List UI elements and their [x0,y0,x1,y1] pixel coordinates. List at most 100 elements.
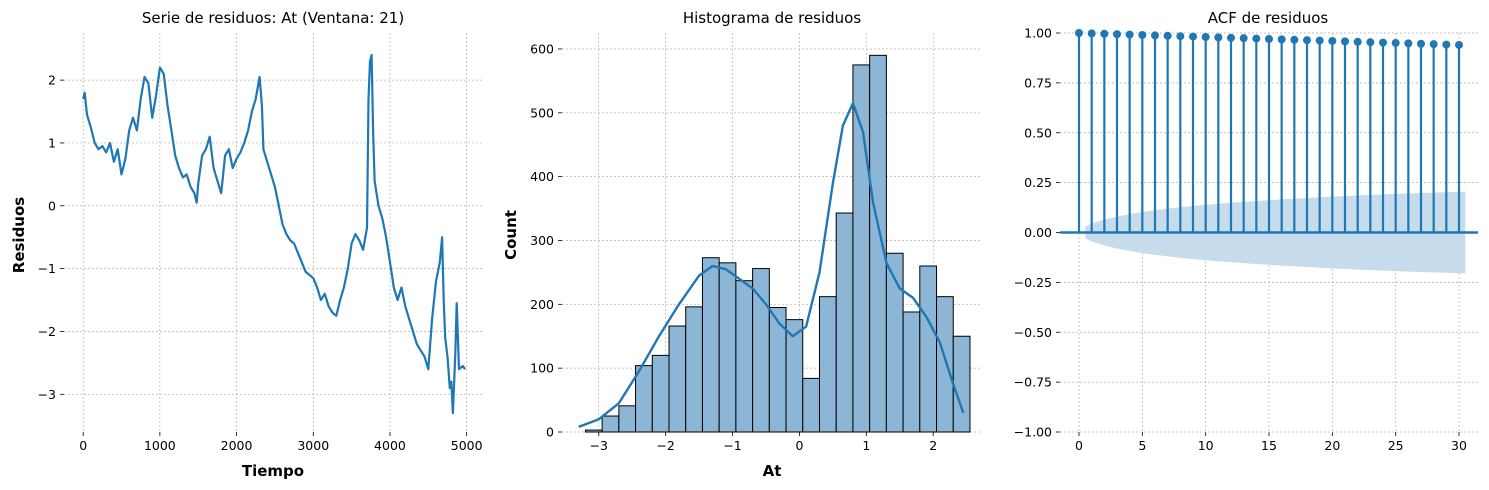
histogram-ytick-label: 200 [530,297,554,312]
histogram-bar [584,429,603,433]
histogram-bar [818,296,837,433]
histogram-xtick-label: −1 [723,438,741,453]
acf-marker [1151,31,1159,40]
residual-series-panel: Serie de residuos: At (Ventana: 21) Tiem… [10,9,483,480]
acf-ytick-label: −0.25 [1014,275,1052,290]
histogram-xlabel: At [763,462,782,480]
acf-marker [1087,29,1096,38]
acf-marker [1239,34,1248,43]
residual-series-xtick-label: 3000 [297,438,329,453]
acf-marker [1163,31,1172,40]
acf-marker [1341,37,1349,46]
histogram-bar [601,415,620,433]
histogram-bar [701,257,720,433]
acf-marker [1189,32,1197,41]
acf-marker [1277,35,1286,44]
histogram-xtick-label: 0 [795,438,803,453]
acf-marker [1366,38,1375,47]
acf-xtick-label: 30 [1451,438,1467,453]
acf-marker [1417,39,1425,48]
residual-series-xlabel: Tiempo [242,462,304,480]
residual-series-xtick-label: 4000 [374,438,406,453]
residual-series-xtick-label: 1000 [144,438,176,453]
acf-ytick-label: 0.25 [1024,175,1052,190]
histogram-bar [802,377,820,433]
histogram-title: Histograma de residuos [683,9,862,27]
residual-series-ytick-label: −3 [38,387,56,402]
histogram-panel: Histograma de residuos At Count −3 −2 −1 0 1… [502,9,980,480]
acf-xtick-label: 0 [1075,438,1083,453]
residual-series-xtick-label: 0 [79,438,87,453]
histogram-bar [718,262,737,433]
histogram-xtick-label: −3 [590,438,608,453]
histogram-ytick-label: 500 [530,105,554,120]
histogram-xtick-label: −2 [656,438,674,453]
acf-marker [1353,37,1362,46]
histogram-kde-line [578,101,965,429]
histogram-bar [835,212,854,433]
acf-xtick-label: 15 [1261,438,1277,453]
acf-xtick-label: 10 [1198,438,1214,453]
histogram-bar [902,311,921,433]
acf-ytick-label: 0.50 [1024,125,1052,140]
histogram-bar [869,54,887,433]
acf-marker [1315,36,1324,45]
acf-marker [1265,34,1273,43]
acf-marker [1391,38,1400,47]
acf-panel: ACF de residuos 0 5 10 15 20 25 30 −1.00 −0.75 −0… [1014,9,1478,453]
histogram-bar [952,335,971,433]
histogram-ytick-label: 100 [530,361,554,376]
residual-series-ytick-label: −1 [38,261,56,276]
histogram-ytick-label: 600 [530,41,554,56]
acf-title: ACF de residuos [1208,9,1329,27]
acf-marker [1138,30,1147,39]
acf-marker [1404,39,1413,48]
acf-marker [1100,29,1109,38]
acf-marker [1328,36,1337,45]
acf-marker [1227,33,1235,42]
histogram-bar [785,319,804,433]
histogram-bar [668,325,687,433]
acf-ytick-label: −1.00 [1014,425,1052,440]
histogram-xtick-label: 1 [862,438,870,453]
acf-marker [1201,32,1210,41]
acf-marker [1113,30,1121,39]
histogram-ytick-label: 300 [530,233,554,248]
residual-series-ytick-label: 0 [48,198,56,213]
acf-marker [1429,40,1438,49]
residual-series-line [82,53,466,415]
histogram-bar [919,265,938,433]
acf-marker [1075,29,1083,37]
histogram-bar [651,354,670,433]
acf-marker [1290,35,1299,44]
histogram-bar [735,280,754,433]
histogram-ytick-label: 0 [546,425,554,440]
histogram-bar [936,296,954,433]
acf-ytick-label: 1.00 [1024,26,1052,41]
residual-series-title: Serie de residuos: At (Ventana: 21) [142,9,404,27]
residual-series-xtick-label: 2000 [221,438,253,453]
acf-marker [1214,33,1223,42]
histogram-bar [685,306,703,433]
acf-marker [1455,40,1463,49]
acf-marker [1176,32,1185,41]
acf-marker [1303,36,1311,45]
histogram-ytick-label: 400 [530,169,554,184]
histogram-bar [618,405,637,433]
histogram-bar [852,64,871,433]
acf-ytick-label: 0.75 [1024,75,1052,90]
acf-ytick-label: 0.00 [1024,225,1052,240]
residual-series-ylabel: Residuos [10,197,28,274]
acf-marker [1442,40,1451,49]
acf-xtick-label: 5 [1138,438,1146,453]
acf-ytick-label: −0.50 [1014,325,1052,340]
histogram-ylabel: Count [502,210,520,260]
acf-marker [1379,38,1387,47]
residual-series-ytick-label: −2 [38,324,56,339]
histogram-bar [635,365,653,433]
histogram-xtick-label: 2 [929,438,937,453]
acf-marker [1252,34,1261,43]
residual-series-ytick-label: 2 [48,73,56,88]
residual-series-ytick-label: 1 [48,135,56,150]
